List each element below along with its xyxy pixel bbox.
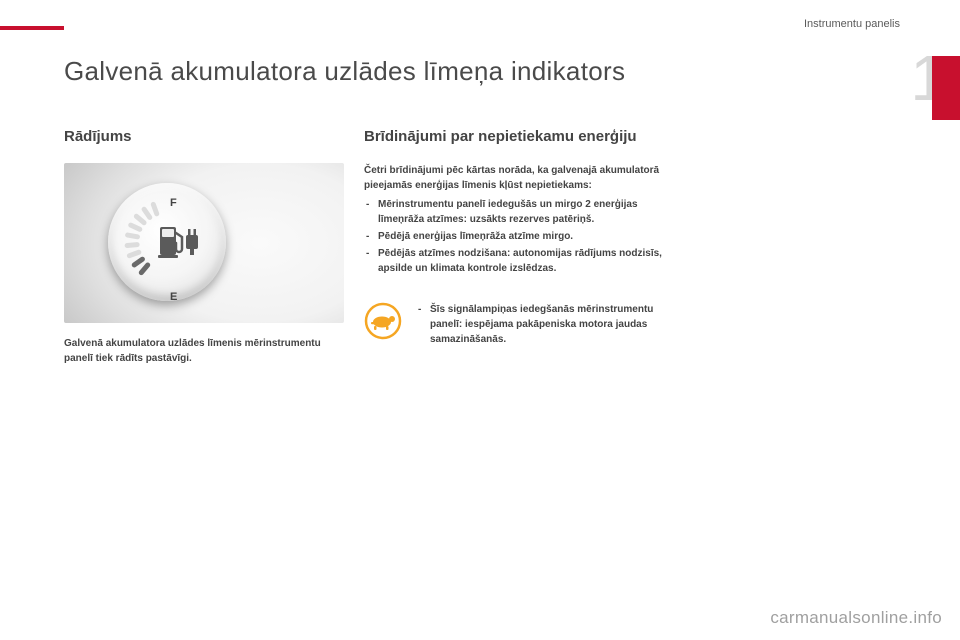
seg-7 (144, 209, 150, 217)
right-subheading: Brīdinājumi par nepietiekamu enerģiju (364, 128, 684, 145)
seg-4 (128, 235, 138, 237)
right-column: Brīdinājumi par nepietiekamu enerģiju Če… (364, 128, 684, 347)
gauge-caption: Galvenā akumulatora uzlādes līmenis mēri… (64, 337, 344, 366)
pump-icon (158, 227, 198, 258)
seg-1 (134, 259, 142, 265)
accent-bar (0, 26, 64, 30)
note-block: Šīs signālampiņas iedegšanās mērinstrume… (364, 302, 684, 347)
left-column: Rādījums F E (64, 128, 344, 366)
section-label: Instrumentu panelis (804, 18, 900, 30)
gauge-illustration: F E (64, 163, 344, 323)
list-item: Pēdējās atzīmes nodzišana: autonomijas r… (364, 246, 684, 276)
seg-2 (129, 252, 138, 255)
seg-8 (153, 204, 156, 213)
list-item: Pēdējā enerģijas līmeņrāža atzīme mirgo. (364, 229, 684, 244)
warning-list: Mērinstrumentu panelī iedegušās un mirgo… (364, 197, 684, 276)
note-text: Šīs signālampiņas iedegšanās mērinstrume… (416, 302, 684, 347)
intro-paragraph: Četri brīdinājumi pēc kārtas norāda, ka … (364, 163, 684, 193)
left-subheading: Rādījums (64, 128, 344, 145)
seg-3 (127, 245, 137, 246)
watermark: carmanualsonline.info (770, 608, 942, 628)
list-item: Mērinstrumentu panelī iedegušās un mirgo… (364, 197, 684, 227)
seg-5 (131, 225, 140, 229)
page-title: Galvenā akumulatora uzlādes līmeņa indik… (64, 56, 625, 87)
turtle-icon (364, 302, 402, 345)
gauge-svg (116, 191, 218, 293)
seg-6 (136, 216, 144, 222)
accent-tab (932, 56, 960, 120)
seg-0 (141, 265, 147, 273)
gauge-segments (127, 204, 157, 272)
